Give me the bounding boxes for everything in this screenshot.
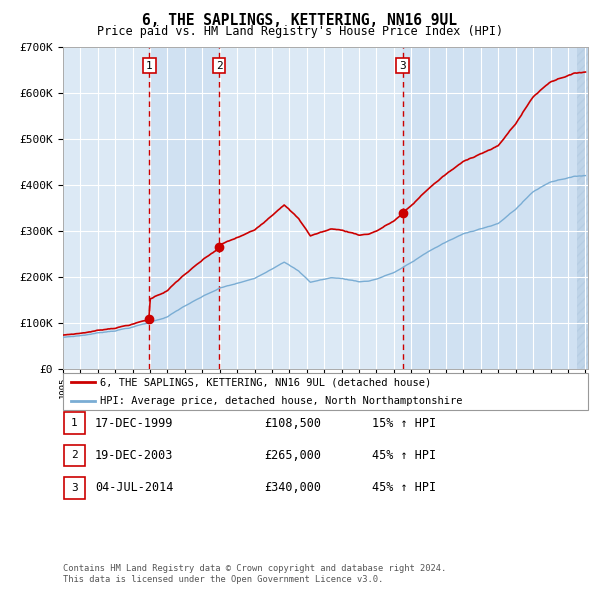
Text: 3: 3 (71, 483, 78, 493)
Text: £340,000: £340,000 (264, 481, 321, 494)
Text: £265,000: £265,000 (264, 449, 321, 462)
Text: 45% ↑ HPI: 45% ↑ HPI (372, 481, 436, 494)
Text: 45% ↑ HPI: 45% ↑ HPI (372, 449, 436, 462)
Text: 2: 2 (216, 61, 223, 71)
Text: 1: 1 (71, 418, 78, 428)
Text: 1: 1 (146, 61, 153, 71)
Text: 6, THE SAPLINGS, KETTERING, NN16 9UL: 6, THE SAPLINGS, KETTERING, NN16 9UL (143, 13, 458, 28)
Text: 15% ↑ HPI: 15% ↑ HPI (372, 417, 436, 430)
Text: 6, THE SAPLINGS, KETTERING, NN16 9UL (detached house): 6, THE SAPLINGS, KETTERING, NN16 9UL (de… (100, 377, 431, 387)
Bar (149, 47, 219, 369)
Text: 04-JUL-2014: 04-JUL-2014 (95, 481, 173, 494)
Text: 17-DEC-1999: 17-DEC-1999 (95, 417, 173, 430)
Text: This data is licensed under the Open Government Licence v3.0.: This data is licensed under the Open Gov… (63, 575, 383, 584)
Text: HPI: Average price, detached house, North Northamptonshire: HPI: Average price, detached house, Nort… (100, 396, 462, 406)
Text: 19-DEC-2003: 19-DEC-2003 (95, 449, 173, 462)
Text: Contains HM Land Registry data © Crown copyright and database right 2024.: Contains HM Land Registry data © Crown c… (63, 565, 446, 573)
Text: 2: 2 (71, 451, 78, 460)
Bar (577, 47, 588, 369)
Text: £108,500: £108,500 (264, 417, 321, 430)
Text: 3: 3 (399, 61, 406, 71)
Bar (403, 47, 588, 369)
Text: Price paid vs. HM Land Registry's House Price Index (HPI): Price paid vs. HM Land Registry's House … (97, 25, 503, 38)
